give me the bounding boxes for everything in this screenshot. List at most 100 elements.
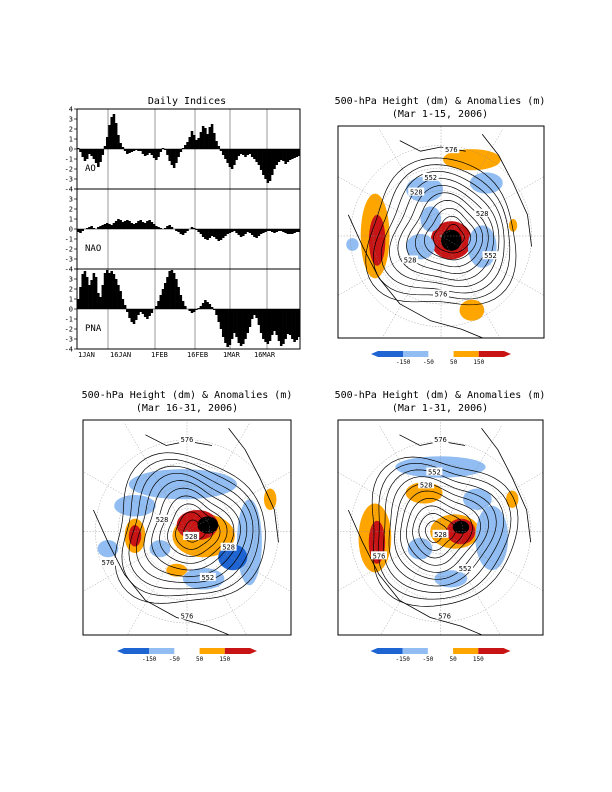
anomaly-shading (469, 172, 503, 194)
index-bar (221, 309, 225, 337)
latitude-circle (372, 463, 509, 600)
y-tick-label: 3 (69, 276, 73, 284)
pna-subplot: 3 2 1 0 -1 -2 -3 -4 PNA (65, 268, 301, 354)
index-bar (163, 228, 167, 229)
colorbar-label: -150 (395, 656, 410, 663)
index-bar (88, 285, 91, 309)
height-contour (377, 462, 512, 600)
index-bar (217, 229, 221, 241)
index-bar (264, 309, 267, 342)
height-contour (383, 469, 505, 593)
contour-label-bg (371, 551, 387, 560)
index-bar (179, 149, 183, 152)
index-bar (105, 223, 109, 229)
index-bar (250, 149, 254, 157)
index-bar (152, 149, 156, 158)
index-bar (190, 227, 194, 229)
meridian (338, 531, 441, 591)
meridian (381, 235, 442, 338)
index-bar (297, 309, 301, 337)
index-bar (255, 309, 258, 318)
index-bar (179, 295, 183, 309)
map-panel-mar-16-31: 500-hPa Height (dm) & Anomalies (m) (Mar… (82, 390, 293, 414)
index-bar (295, 229, 299, 232)
index-bar (264, 229, 267, 232)
index-bar (126, 149, 129, 154)
index-bar (248, 229, 252, 233)
height-contour (433, 215, 471, 254)
meridian (338, 176, 442, 237)
index-bar (293, 149, 296, 158)
y-tick-label: 2 (69, 126, 73, 134)
index-bar (161, 289, 165, 309)
index-bar (253, 149, 256, 159)
index-bar (79, 149, 82, 152)
index-bar (119, 291, 122, 309)
index-bar (255, 149, 258, 162)
colorbar-segment (427, 648, 454, 654)
index-bar (253, 309, 256, 315)
contour-label-bg (436, 611, 453, 620)
map-frame (337, 419, 544, 636)
index-bar (81, 149, 84, 157)
coastline (347, 214, 483, 338)
index-bar (277, 309, 281, 341)
height-contour (373, 164, 511, 300)
height-contour (400, 490, 481, 573)
index-bar (284, 149, 287, 164)
index-bar (213, 229, 216, 237)
y-tick-label: -3 (65, 336, 73, 344)
index-bar (250, 309, 254, 319)
y-tick-label: -2 (65, 246, 73, 254)
index-bar (206, 229, 209, 240)
index-bar (295, 309, 299, 340)
colorbar-arrow-left (370, 648, 378, 654)
index-bar (181, 301, 185, 309)
contour-label-bg (154, 514, 171, 523)
index-bar (230, 229, 234, 232)
index-bar (199, 306, 203, 309)
index-bar (246, 309, 250, 333)
index-bar (275, 149, 278, 165)
index-bar (134, 149, 138, 150)
index-bar (228, 309, 232, 345)
index-bar (271, 309, 274, 335)
coastline (228, 428, 279, 543)
index-bar (226, 229, 229, 234)
index-bar (170, 227, 174, 229)
index-bar (237, 149, 241, 156)
index-bar (257, 149, 261, 165)
colorbar-segment (378, 351, 404, 357)
coastline (481, 428, 532, 543)
coastline (145, 434, 213, 446)
y-tick-label: -4 (65, 346, 73, 354)
index-bar (159, 149, 163, 152)
index-bar (163, 283, 167, 309)
colorbar-label: 150 (473, 359, 484, 366)
index-bar (228, 229, 232, 233)
index-bar (172, 149, 176, 168)
index-bar (132, 224, 136, 229)
index-bar (121, 147, 125, 149)
contour-label-bg (408, 187, 425, 196)
index-bar (170, 149, 174, 165)
colorbar-label: 50 (449, 656, 457, 663)
index-bar (139, 149, 142, 151)
x-tick-label: 1FEB (151, 351, 168, 359)
contour-label: 576 (181, 436, 194, 444)
index-bar (168, 225, 171, 229)
indices-panel: Daily Indices 4 3 2 1 0 -1 -2 -3 -4 AO 3 2 1 0 -1 -2 -3… (65, 96, 301, 359)
index-bar (128, 221, 131, 229)
index-bar (77, 148, 80, 149)
index-bar (237, 229, 241, 235)
coastline (399, 434, 466, 446)
index-bar (83, 271, 87, 309)
index-bar (275, 229, 278, 232)
index-bar (277, 229, 281, 231)
index-bar (257, 309, 261, 325)
index-bar (195, 229, 198, 230)
colorbar-segment (199, 648, 225, 654)
map-content: 576 552 528 528 552 576 576 (338, 420, 543, 635)
index-bar (141, 222, 145, 229)
